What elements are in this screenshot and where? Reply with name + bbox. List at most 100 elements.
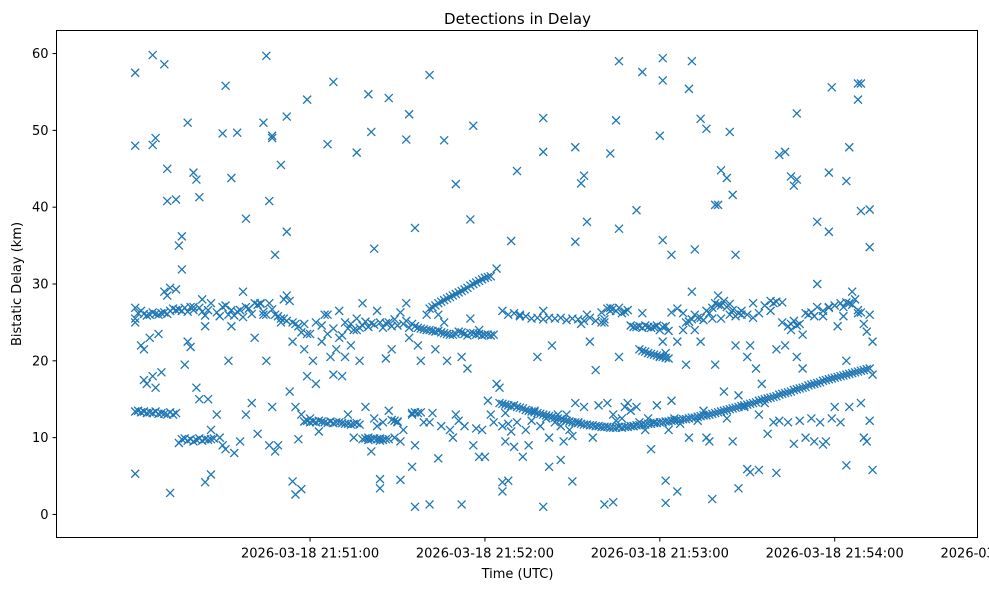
chart-title: Detections in Delay <box>444 10 591 28</box>
data-point <box>646 444 656 454</box>
data-point <box>538 113 548 123</box>
data-point <box>282 112 292 121</box>
x-axis-title: Time (UTC) <box>481 567 554 582</box>
data-point <box>745 340 755 350</box>
data-point <box>229 448 239 458</box>
data-point <box>261 51 271 61</box>
data-point <box>821 437 831 446</box>
data-point <box>387 344 397 354</box>
data-point <box>308 356 318 366</box>
data-point <box>777 297 787 307</box>
data-point <box>197 294 207 304</box>
data-point <box>378 417 388 427</box>
data-point <box>247 398 257 408</box>
data-point <box>833 372 843 382</box>
data-point <box>483 396 493 406</box>
data-point <box>847 287 857 297</box>
data-point <box>678 308 688 318</box>
data-point <box>556 421 566 431</box>
data-point <box>393 321 402 330</box>
data-point <box>375 436 385 446</box>
data-point <box>792 175 802 184</box>
data-point <box>404 323 414 333</box>
data-point <box>789 385 799 395</box>
data-point <box>404 109 414 119</box>
data-point <box>774 416 784 426</box>
data-point <box>258 310 268 320</box>
data-point <box>844 369 854 379</box>
data-point <box>483 272 493 282</box>
data-point <box>343 410 353 420</box>
data-point <box>401 316 411 326</box>
data-point <box>328 77 338 87</box>
data-point <box>789 439 799 449</box>
data-point <box>570 398 580 408</box>
data-point <box>497 399 507 409</box>
data-point <box>565 425 574 435</box>
data-point <box>235 437 245 446</box>
data-point <box>713 407 723 417</box>
data-point <box>789 181 799 191</box>
data-point <box>836 417 845 427</box>
plot-frame <box>56 30 978 538</box>
data-point <box>841 370 851 380</box>
data-point <box>293 321 303 331</box>
data-point <box>865 205 875 214</box>
data-point <box>381 354 391 363</box>
data-point <box>177 264 187 274</box>
data-point <box>818 376 828 386</box>
data-point <box>186 342 196 352</box>
data-point <box>719 406 729 416</box>
data-point <box>200 311 210 320</box>
data-point <box>637 346 647 356</box>
data-point <box>838 311 848 321</box>
data-point <box>177 434 187 444</box>
data-point <box>221 444 231 454</box>
data-point <box>803 310 813 320</box>
data-point <box>206 434 216 444</box>
data-point <box>256 298 265 308</box>
data-point <box>264 196 274 206</box>
data-point <box>323 139 333 149</box>
data-point <box>841 176 851 186</box>
data-point <box>725 310 735 320</box>
data-point <box>189 302 198 312</box>
data-point <box>416 407 426 417</box>
data-point <box>276 314 286 324</box>
data-point <box>474 325 484 335</box>
data-point <box>436 327 446 337</box>
data-point <box>189 305 198 315</box>
data-point <box>853 95 863 105</box>
data-point <box>512 166 522 176</box>
data-point <box>713 300 723 310</box>
data-point <box>360 402 370 412</box>
data-point <box>171 195 181 204</box>
data-point <box>524 440 534 450</box>
data-point <box>588 433 598 443</box>
data-point <box>710 360 720 370</box>
data-point <box>699 315 708 325</box>
data-point <box>687 314 697 324</box>
data-point <box>760 394 770 404</box>
data-point <box>489 330 499 340</box>
data-point <box>649 350 659 360</box>
data-point <box>521 405 531 415</box>
data-point <box>573 417 583 427</box>
y-tick-label: 0 <box>40 508 48 523</box>
data-point <box>681 317 691 327</box>
data-point <box>620 402 630 412</box>
data-point <box>658 75 668 85</box>
data-point <box>398 425 408 435</box>
data-point <box>264 298 274 308</box>
data-point <box>395 307 405 317</box>
data-point <box>480 273 490 283</box>
data-point <box>798 330 808 340</box>
data-point <box>203 305 213 315</box>
data-point <box>495 398 504 408</box>
data-point <box>865 242 875 252</box>
data-point <box>798 364 808 373</box>
data-point <box>728 305 738 315</box>
data-point <box>704 410 714 420</box>
data-point <box>200 477 210 487</box>
